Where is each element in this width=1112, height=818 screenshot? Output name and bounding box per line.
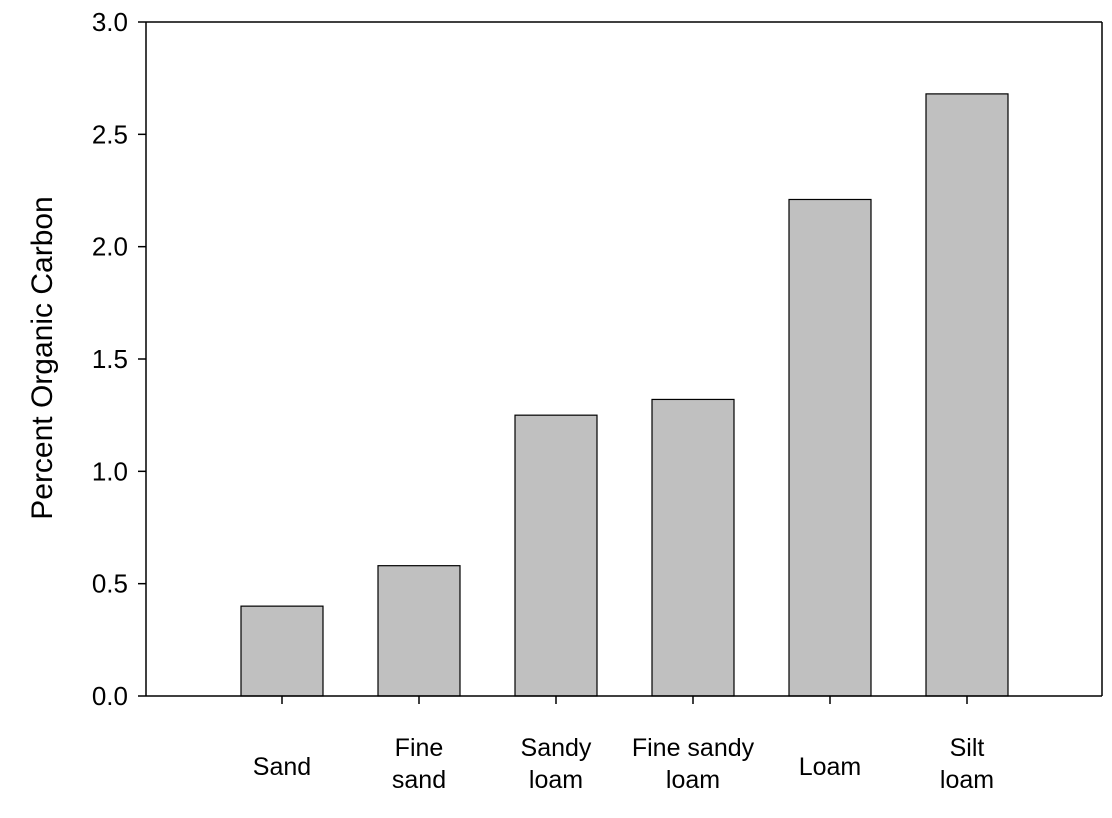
y-tick-label: 2.0 (92, 232, 128, 262)
bar (925, 93, 1009, 697)
y-tick-label: 3.0 (92, 7, 128, 37)
x-ticks-group: Sand Fine sand Sandy loam Fine sandy loam Loam S… (253, 696, 994, 794)
x-tick-label: Loam (799, 753, 862, 781)
y-tick-label: 0.0 (92, 681, 128, 711)
bar (788, 198, 872, 697)
x-tick-label: Sandy loam (521, 734, 592, 794)
x-tick-label: Silt loam (940, 734, 994, 794)
y-tick-label: 1.0 (92, 456, 128, 486)
x-tick-label: Fine sandy loam (632, 734, 755, 794)
y-axis-title: Percent Organic Carbon (26, 196, 59, 520)
y-tick-label: 0.5 (92, 569, 128, 599)
x-tick-label: Fine sand (392, 734, 446, 794)
bar (651, 398, 735, 697)
y-tick-label: 1.5 (92, 344, 128, 374)
bars-group (240, 93, 1009, 697)
bar (514, 414, 598, 697)
x-tick-label: Sand (253, 753, 311, 781)
y-ticks-group: 0.0 0.5 1.0 1.5 2.0 2.5 3.0 (92, 7, 146, 711)
y-tick-label: 2.5 (92, 119, 128, 149)
bar (377, 565, 461, 697)
bar (240, 605, 324, 697)
